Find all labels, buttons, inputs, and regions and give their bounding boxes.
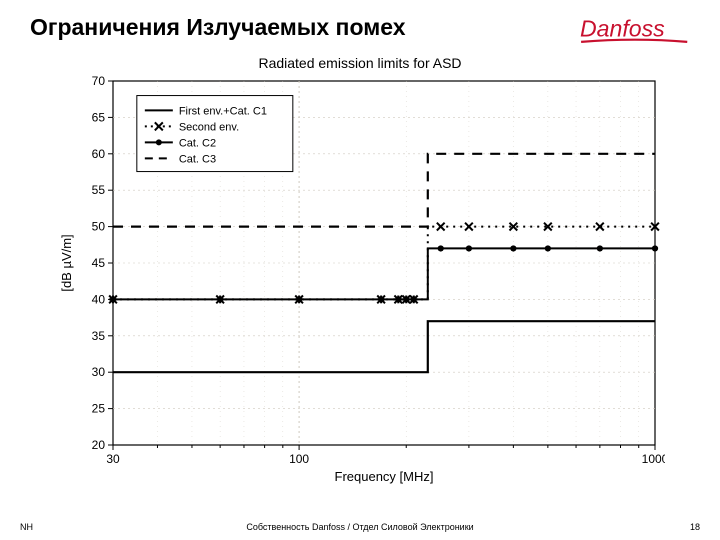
legend-label: Cat. C2	[179, 137, 216, 149]
y-tick-label: 40	[92, 292, 106, 306]
footer-left-code: NH	[20, 522, 60, 532]
danfoss-logo: Danfoss	[580, 14, 690, 50]
marker-circle	[156, 139, 162, 145]
y-tick-label: 20	[92, 438, 106, 452]
marker-circle	[466, 245, 472, 251]
y-tick-label: 65	[92, 110, 106, 124]
marker-circle	[438, 245, 444, 251]
x-tick-label: 30	[106, 452, 120, 466]
emission-chart: 20 25 30 35 40 45 50 55 60 65 70 30 100 1000 [dB µV/m]…	[55, 75, 665, 490]
y-tick-label: 30	[92, 365, 106, 379]
y-axis-label: [dB µV/m]	[59, 234, 74, 291]
page-number: 18	[660, 522, 700, 532]
y-tick-label: 50	[92, 220, 106, 234]
svg-text:Danfoss: Danfoss	[580, 15, 665, 41]
marker-circle	[545, 245, 551, 251]
y-tick-label: 70	[92, 75, 106, 88]
y-tick-label: 45	[92, 256, 106, 270]
chart-title: Radiated emission limits for ASD	[55, 55, 665, 71]
y-tick-label: 60	[92, 147, 106, 161]
y-tick-label: 55	[92, 183, 106, 197]
footer-copyright: Собственность Danfoss / Отдел Силовой Эл…	[60, 522, 660, 532]
legend-label: First env.+Cat. C1	[179, 105, 267, 117]
chart-container: Radiated emission limits for ASD 20 25 30 3…	[55, 55, 665, 490]
legend-label: Cat. C3	[179, 153, 216, 165]
legend: First env.+Cat. C1 Second env. Cat. C2 Cat.…	[137, 96, 293, 172]
legend-label: Second env.	[179, 121, 239, 133]
y-tick-label: 25	[92, 402, 106, 416]
x-axis-label: Frequency [MHz]	[335, 469, 434, 484]
marker-circle	[510, 245, 516, 251]
x-tick-label: 100	[289, 452, 309, 466]
page-title: Ограничения Излучаемых помех	[30, 14, 406, 41]
y-tick-label: 35	[92, 329, 106, 343]
marker-circle	[597, 245, 603, 251]
footer: NH Собственность Danfoss / Отдел Силовой…	[20, 522, 700, 532]
x-tick-label: 1000	[642, 452, 665, 466]
marker-circle	[652, 245, 658, 251]
